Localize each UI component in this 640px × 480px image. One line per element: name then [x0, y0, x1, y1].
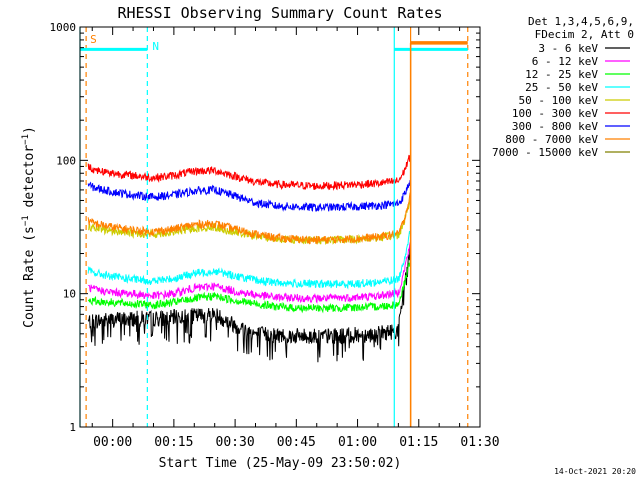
night-label: N: [152, 40, 159, 53]
y-tick-label: 1000: [50, 21, 77, 34]
attenuator-label: S: [90, 33, 97, 46]
y-axis: 1 10 100 1000: [50, 21, 480, 434]
series-line-3: [87, 231, 411, 290]
y-axis-label-part: Count Rate (s: [22, 226, 37, 328]
series-line-2: [87, 257, 411, 314]
legend-label-4: 50 - 100 keV: [519, 94, 599, 107]
x-tick-label: 00:30: [216, 435, 255, 450]
x-tick-label: 00:45: [277, 435, 316, 450]
y-tick-label: 100: [56, 154, 76, 167]
legend-label-5: 100 - 300 keV: [512, 107, 598, 120]
legend-label-1: 6 - 12 keV: [532, 55, 599, 68]
series-line-7: [87, 192, 411, 245]
legend-label-0: 3 - 6 keV: [538, 42, 598, 55]
x-tick-label: 00:15: [154, 435, 193, 450]
y-axis-label-part: ): [22, 126, 37, 134]
legend-header-line-1: Det 1,3,4,5,6,9,: [528, 15, 634, 28]
series-line-1: [88, 241, 411, 304]
plot-area-frame: [79, 26, 481, 428]
x-axis: 00:00 00:15 00:30 00:45 01:00 01:15 01:30: [91, 27, 500, 450]
y-axis-label: Count Rate (s−1 detector−1): [21, 126, 37, 328]
series-layer: [87, 154, 411, 363]
series-line-0: [87, 244, 411, 363]
y-axis-label-part: detector: [22, 145, 37, 216]
legend-label-2: 12 - 25 keV: [525, 68, 598, 81]
series-line-5: [87, 154, 411, 191]
y-axis-label-exponent: −1: [21, 215, 31, 226]
legend-label-7: 800 - 7000 keV: [505, 133, 598, 146]
x-tick-label: 01:30: [460, 435, 499, 450]
y-tick-label: 1: [69, 421, 76, 434]
x-tick-label: 01:00: [338, 435, 377, 450]
series-line-6: [87, 180, 411, 212]
legend-label-8: 7000 - 15000 keV: [492, 146, 598, 159]
legend: Det 1,3,4,5,6,9, FDecim 2, Att 0 3 - 6 k…: [492, 15, 634, 159]
x-axis-label: Start Time (25-May-09 23:50:02): [159, 456, 402, 471]
legend-label-6: 300 - 800 keV: [512, 120, 598, 133]
x-tick-label: 01:15: [399, 435, 438, 450]
date-stamp: 14-Oct-2021 20:20: [554, 467, 636, 476]
x-tick-label: 00:00: [93, 435, 132, 450]
legend-label-3: 25 - 50 keV: [525, 81, 598, 94]
y-tick-label: 10: [63, 288, 76, 301]
chart-title: RHESSI Observing Summary Count Rates: [117, 4, 442, 22]
legend-header-line-2: FDecim 2, Att 0: [535, 28, 634, 41]
y-axis-label-exponent: −1: [21, 134, 31, 145]
